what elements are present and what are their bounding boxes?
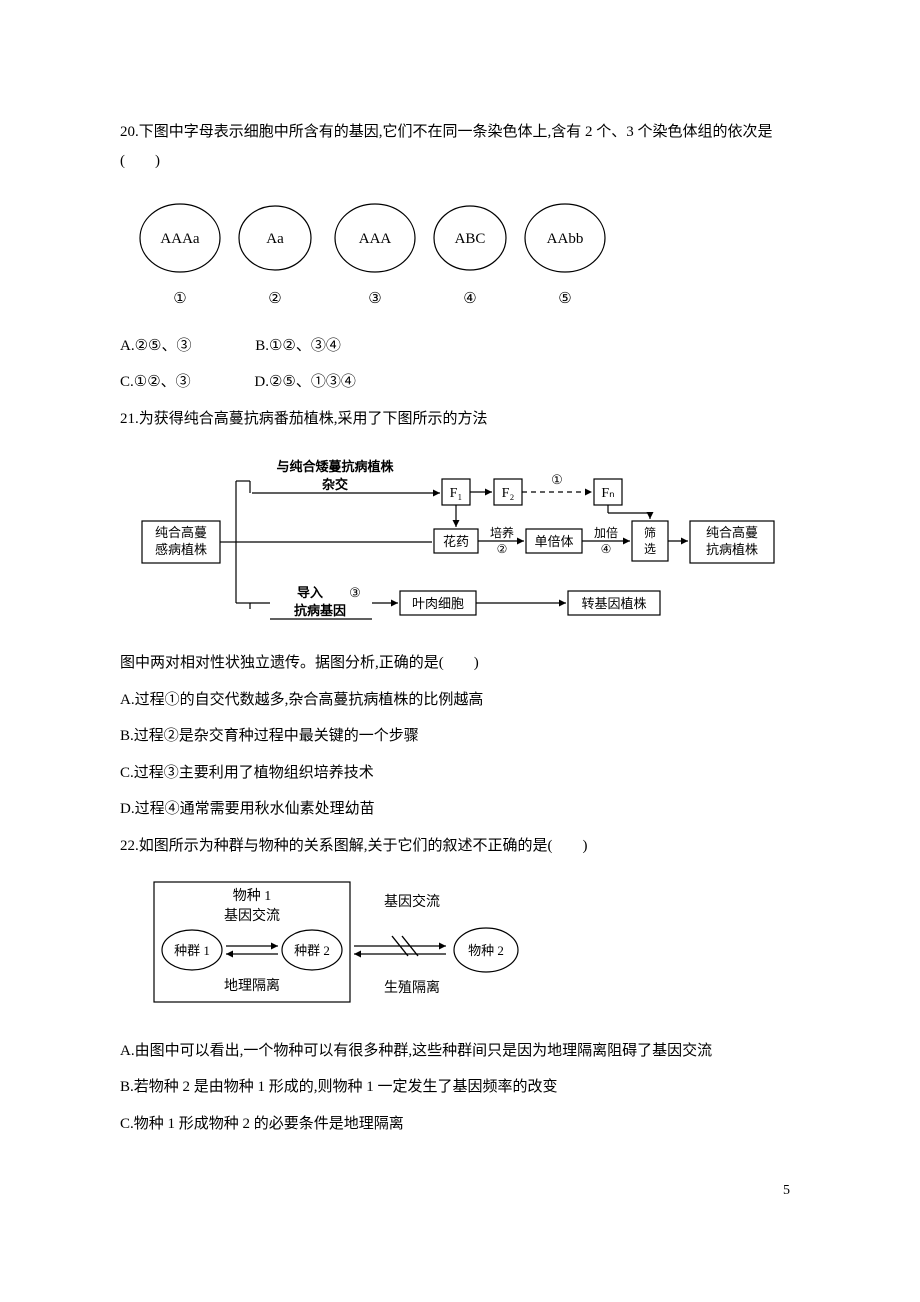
cell-4-label: ABC [455,231,486,247]
q21-start-l2: 感病植株 [155,542,207,557]
q21-yerou: 叶肉细胞 [412,596,464,611]
q22-figure: 物种 1 基因交流 种群 1 种群 2 地理隔离 基因交流 物种 2 生殖隔离 [150,878,800,1019]
q21-optC: C.过程③主要利用了植物组织培养技术 [120,759,800,788]
q21-figure: 纯合高蔓 感病植株 与纯合矮蔓抗病植株 杂交 F₁ F₂ ① Fₙ 花药 培养 … [120,451,800,631]
q22-optC: C.物种 1 形成物种 2 的必要条件是地理隔离 [120,1110,800,1139]
q22-zhongqun1: 种群 1 [174,943,210,958]
q22-dili: 地理隔离 [224,977,280,994]
q21-mark1: ① [551,472,563,487]
q21-jiabei: 加倍 [594,525,618,540]
q21-huayao: 花药 [443,534,469,549]
q21-mark4: ④ [601,542,612,556]
q20-text: 20.下图中字母表示细胞中所含有的基因,它们不在同一条染色体上,含有 2 个、3… [120,118,800,175]
cell-2-num: ② [268,291,281,307]
q21-kangbing: 抗病基因 [294,603,346,618]
cell-3-label: AAA [359,231,392,247]
q21-F1: F₁ [450,486,463,501]
q21-text: 21.为获得纯合高蔓抗病番茄植株,采用了下图所示的方法 [120,405,800,434]
cell-2: Aa ② [239,206,311,307]
q21-top-l2: 杂交 [322,477,348,492]
cell-3-num: ③ [368,291,381,307]
cell-1-label: AAAa [160,231,199,247]
q22-jiyin-left: 基因交流 [224,907,280,924]
q22-wuzhong2: 物种 2 [468,943,504,958]
q21-daoru: 导入 [297,585,323,600]
cell-2-label: Aa [266,231,284,247]
q21-top-l1: 与纯合矮蔓抗病植株 [276,459,394,474]
q22-zhongqun2: 种群 2 [294,943,330,958]
q21-shaixuan-l1: 筛 [644,525,656,540]
q21-shaixuan-l2: 选 [644,542,656,556]
page-number: 5 [120,1178,800,1205]
q21-optB: B.过程②是杂交育种过程中最关键的一个步骤 [120,722,800,751]
cell-4-num: ④ [463,291,476,307]
q20-optC: C.①②、③ [120,368,191,397]
q21-optA: A.过程①的自交代数越多,杂合高蔓抗病植株的比例越高 [120,686,800,715]
q21-end-l2: 抗病植株 [706,542,758,557]
q20-optA: A.②⑤、③ [120,332,191,361]
q22-optB: B.若物种 2 是由物种 1 形成的,则物种 1 一定发生了基因频率的改变 [120,1073,800,1102]
q20-figure: AAAa ① Aa ② AAA ③ ABC ④ AAbb ⑤ [120,193,800,324]
cell-5-num: ⑤ [558,291,571,307]
q21-zhuanjiyin: 转基因植株 [581,596,646,611]
q21-end-l1: 纯合高蔓 [706,525,758,540]
cell-5-label: AAbb [547,231,584,247]
cell-3: AAA ③ [335,204,415,307]
q20-optD: D.②⑤、①③④ [254,368,355,397]
cell-1-num: ① [173,291,186,307]
q21-peiyang: 培养 [490,525,514,540]
q21-mark2: ② [497,542,508,556]
q21-mark3: ③ [349,585,361,600]
q22-shengzhi: 生殖隔离 [384,979,440,996]
q22-optA: A.由图中可以看出,一个物种可以有很多种群,这些种群间只是因为地理隔离阻碍了基因… [120,1037,800,1066]
cell-5: AAbb ⑤ [525,204,605,307]
q21-subtext: 图中两对相对性状独立遗传。据图分析,正确的是( ) [120,649,800,678]
q22-wuzhong1: 物种 1 [233,888,272,904]
q20-options-row2: C.①②、③ D.②⑤、①③④ [120,368,800,397]
q21-optD: D.过程④通常需要用秋水仙素处理幼苗 [120,795,800,824]
q22-jiyin-right: 基因交流 [384,893,440,910]
q21-Fn: Fₙ [601,486,614,501]
cell-4: ABC ④ [434,206,506,307]
q21-danbeiti: 单倍体 [534,534,573,549]
cell-1: AAAa ① [140,204,220,307]
q21-F2: F₂ [502,486,515,501]
q20-optB: B.①②、③④ [255,332,341,361]
q21-start-l1: 纯合高蔓 [155,525,207,540]
q22-text: 22.如图所示为种群与物种的关系图解,关于它们的叙述不正确的是( ) [120,832,800,861]
q20-options-row1: A.②⑤、③ B.①②、③④ [120,332,800,361]
